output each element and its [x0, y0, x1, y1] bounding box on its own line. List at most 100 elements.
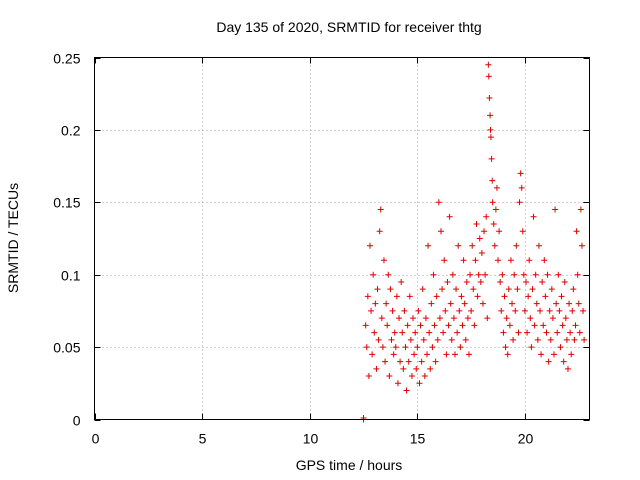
data-point — [531, 322, 538, 329]
data-point — [545, 358, 552, 365]
data-point — [402, 344, 409, 351]
data-point — [552, 206, 559, 213]
data-point — [515, 329, 522, 336]
data-point — [419, 286, 426, 293]
data-point — [404, 322, 411, 329]
data-point — [558, 293, 565, 300]
data-point — [375, 336, 382, 343]
data-point — [506, 322, 513, 329]
data-point — [442, 307, 449, 314]
data-point — [456, 307, 463, 314]
data-point — [399, 329, 406, 336]
data-point — [371, 329, 378, 336]
data-point — [460, 257, 467, 264]
data-point — [433, 293, 440, 300]
data-point — [364, 293, 371, 300]
data-point — [555, 271, 562, 278]
data-point — [441, 257, 448, 264]
data-point — [387, 286, 394, 293]
data-point — [498, 307, 505, 314]
data-point — [432, 358, 439, 365]
data-point — [581, 336, 588, 343]
data-point — [369, 351, 376, 358]
data-point — [468, 307, 475, 314]
data-point — [457, 344, 464, 351]
data-point — [524, 329, 531, 336]
data-point — [461, 300, 468, 307]
data-point — [465, 351, 472, 358]
data-point — [535, 242, 542, 249]
data-point — [559, 322, 566, 329]
data-point — [502, 344, 509, 351]
data-point — [528, 344, 535, 351]
data-point — [538, 351, 545, 358]
data-point — [548, 286, 555, 293]
data-point — [386, 373, 393, 380]
data-point — [482, 271, 489, 278]
x-tick-label: 15 — [410, 431, 426, 447]
data-point — [489, 199, 496, 206]
data-point — [503, 315, 510, 322]
data-point — [557, 344, 564, 351]
data-point — [392, 344, 399, 351]
data-point — [434, 336, 441, 343]
data-point — [574, 271, 581, 278]
y-axis-label: SRMTID / TECUs — [5, 183, 21, 293]
data-point — [481, 228, 488, 235]
data-point — [479, 300, 486, 307]
data-point — [512, 307, 519, 314]
data-point — [401, 307, 408, 314]
data-point — [530, 213, 537, 220]
data-point — [450, 315, 457, 322]
data-point — [429, 344, 436, 351]
data-point — [571, 336, 578, 343]
data-point — [537, 307, 543, 314]
data-point — [362, 322, 369, 329]
data-point — [497, 278, 504, 285]
data-point — [422, 315, 429, 322]
data-point — [534, 336, 541, 343]
data-point — [373, 365, 380, 372]
data-point — [578, 242, 585, 249]
tick-labels: 0 5 10 15 20 0 0.05 0.1 0.15 0.2 0.25 — [53, 51, 533, 447]
x-axis-label: GPS time / hours — [296, 457, 403, 473]
data-point — [570, 286, 577, 293]
data-point — [529, 286, 536, 293]
axis-ticks — [94, 57, 590, 421]
data-point — [517, 170, 524, 177]
data-point — [577, 206, 584, 213]
data-point — [412, 329, 419, 336]
data-point — [374, 286, 381, 293]
data-point — [473, 221, 480, 228]
data-point — [428, 300, 435, 307]
data-point — [396, 315, 403, 322]
data-point — [550, 351, 557, 358]
data-point — [379, 344, 386, 351]
data-point — [472, 257, 479, 264]
data-point — [553, 300, 560, 307]
data-point — [511, 271, 518, 278]
plot-frame — [94, 57, 590, 420]
data-point — [410, 315, 417, 322]
data-point — [487, 112, 494, 119]
data-point — [462, 336, 469, 343]
data-point — [505, 286, 512, 293]
x-tick-label: 20 — [518, 431, 534, 447]
x-tick-label: 5 — [199, 431, 207, 447]
data-point — [370, 271, 377, 278]
data-point — [407, 336, 414, 343]
data-point — [431, 322, 438, 329]
data-point — [366, 242, 373, 249]
data-points — [360, 61, 588, 423]
data-point — [414, 344, 421, 351]
y-tick-label: 0.1 — [61, 268, 81, 284]
data-point — [394, 380, 401, 387]
data-point — [425, 242, 432, 249]
data-point — [435, 199, 442, 206]
data-point — [486, 95, 493, 102]
data-point — [415, 307, 422, 314]
data-point — [518, 184, 525, 191]
data-point — [444, 278, 451, 285]
data-point — [385, 271, 392, 278]
data-point — [384, 322, 391, 329]
